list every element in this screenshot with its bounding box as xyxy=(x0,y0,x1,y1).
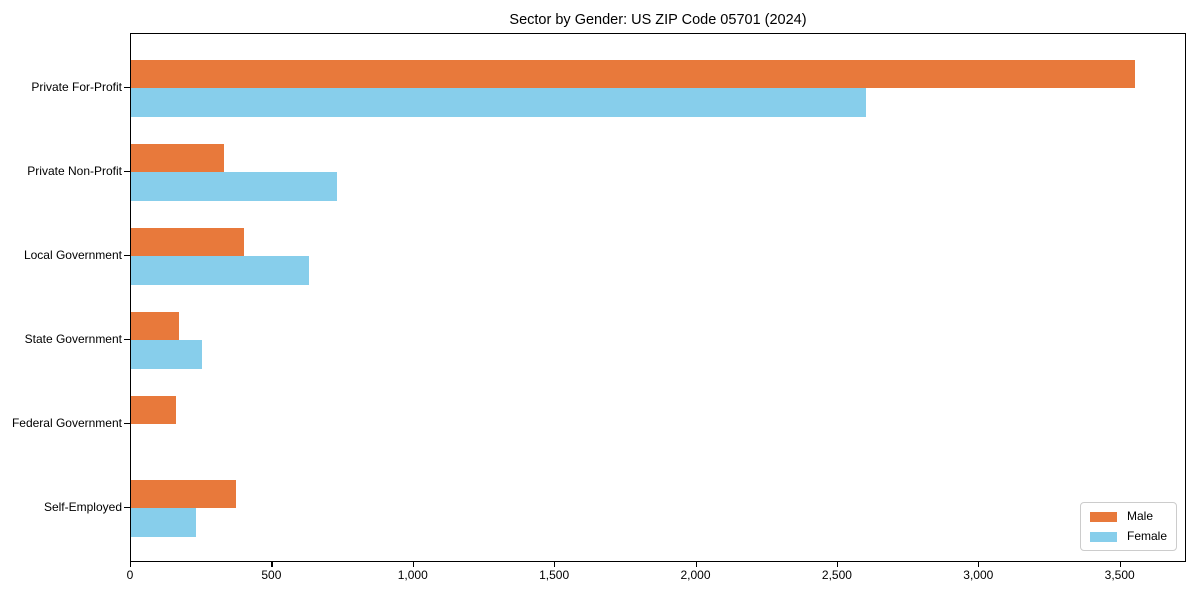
x-tick-mark xyxy=(836,562,839,567)
bar-male-self-employed xyxy=(131,479,236,508)
y-tick-mark xyxy=(124,87,130,89)
y-tick-label-state-government: State Government xyxy=(24,332,122,346)
legend-swatch-female xyxy=(1089,531,1117,542)
bar-female-local-government xyxy=(131,256,310,285)
bar-male-federal-government xyxy=(131,395,177,424)
x-tick-mark xyxy=(978,562,980,567)
x-tick-mark xyxy=(695,562,697,567)
legend-item-male: Male xyxy=(1089,509,1167,523)
x-tick-mark xyxy=(1119,562,1121,567)
legend: Male Female xyxy=(1079,502,1177,551)
bar-female-private-non-profit xyxy=(131,172,338,201)
x-tick-label: 3,000 xyxy=(963,568,994,582)
bar-male-private-for-profit xyxy=(131,59,1135,88)
x-tick-mark xyxy=(554,562,556,567)
x-tick-label: 3,500 xyxy=(1104,568,1135,582)
legend-label-male: Male xyxy=(1126,509,1153,523)
legend-item-female: Female xyxy=(1089,529,1167,543)
x-tick-label: 1,500 xyxy=(539,568,570,582)
y-tick-mark xyxy=(124,339,130,341)
bar-female-state-government xyxy=(131,340,202,369)
y-tick-mark xyxy=(124,171,130,173)
y-tick-label-private-non-profit: Private Non-Profit xyxy=(27,164,122,178)
bar-female-private-for-profit xyxy=(131,88,867,117)
x-tick-label: 500 xyxy=(261,568,282,582)
x-tick-mark xyxy=(271,562,273,567)
plot-area: Male Female xyxy=(130,33,1186,562)
x-tick-mark xyxy=(412,562,414,567)
chart-title: Sector by Gender: US ZIP Code 05701 (202… xyxy=(509,12,807,28)
x-tick-label: 2,500 xyxy=(821,568,852,582)
x-tick-label: 2,000 xyxy=(680,568,711,582)
y-tick-label-federal-government: Federal Government xyxy=(11,416,122,430)
y-tick-mark xyxy=(124,423,130,425)
legend-label-female: Female xyxy=(1126,529,1167,543)
y-tick-label-local-government: Local Government xyxy=(23,248,122,262)
x-tick-mark xyxy=(130,562,132,567)
y-tick-label-private-for-profit: Private For-Profit xyxy=(31,80,122,94)
x-tick-label: 1,000 xyxy=(397,568,428,582)
x-tick-label: 0 xyxy=(126,568,134,582)
y-tick-mark xyxy=(124,255,130,257)
bar-male-local-government xyxy=(131,227,245,256)
y-tick-label-self-employed: Self-Employed xyxy=(43,500,122,514)
bar-male-state-government xyxy=(131,311,180,340)
legend-swatch-male xyxy=(1089,511,1117,522)
bar-female-self-employed xyxy=(131,508,197,537)
bar-male-private-non-profit xyxy=(131,143,225,172)
y-tick-mark xyxy=(124,507,130,509)
